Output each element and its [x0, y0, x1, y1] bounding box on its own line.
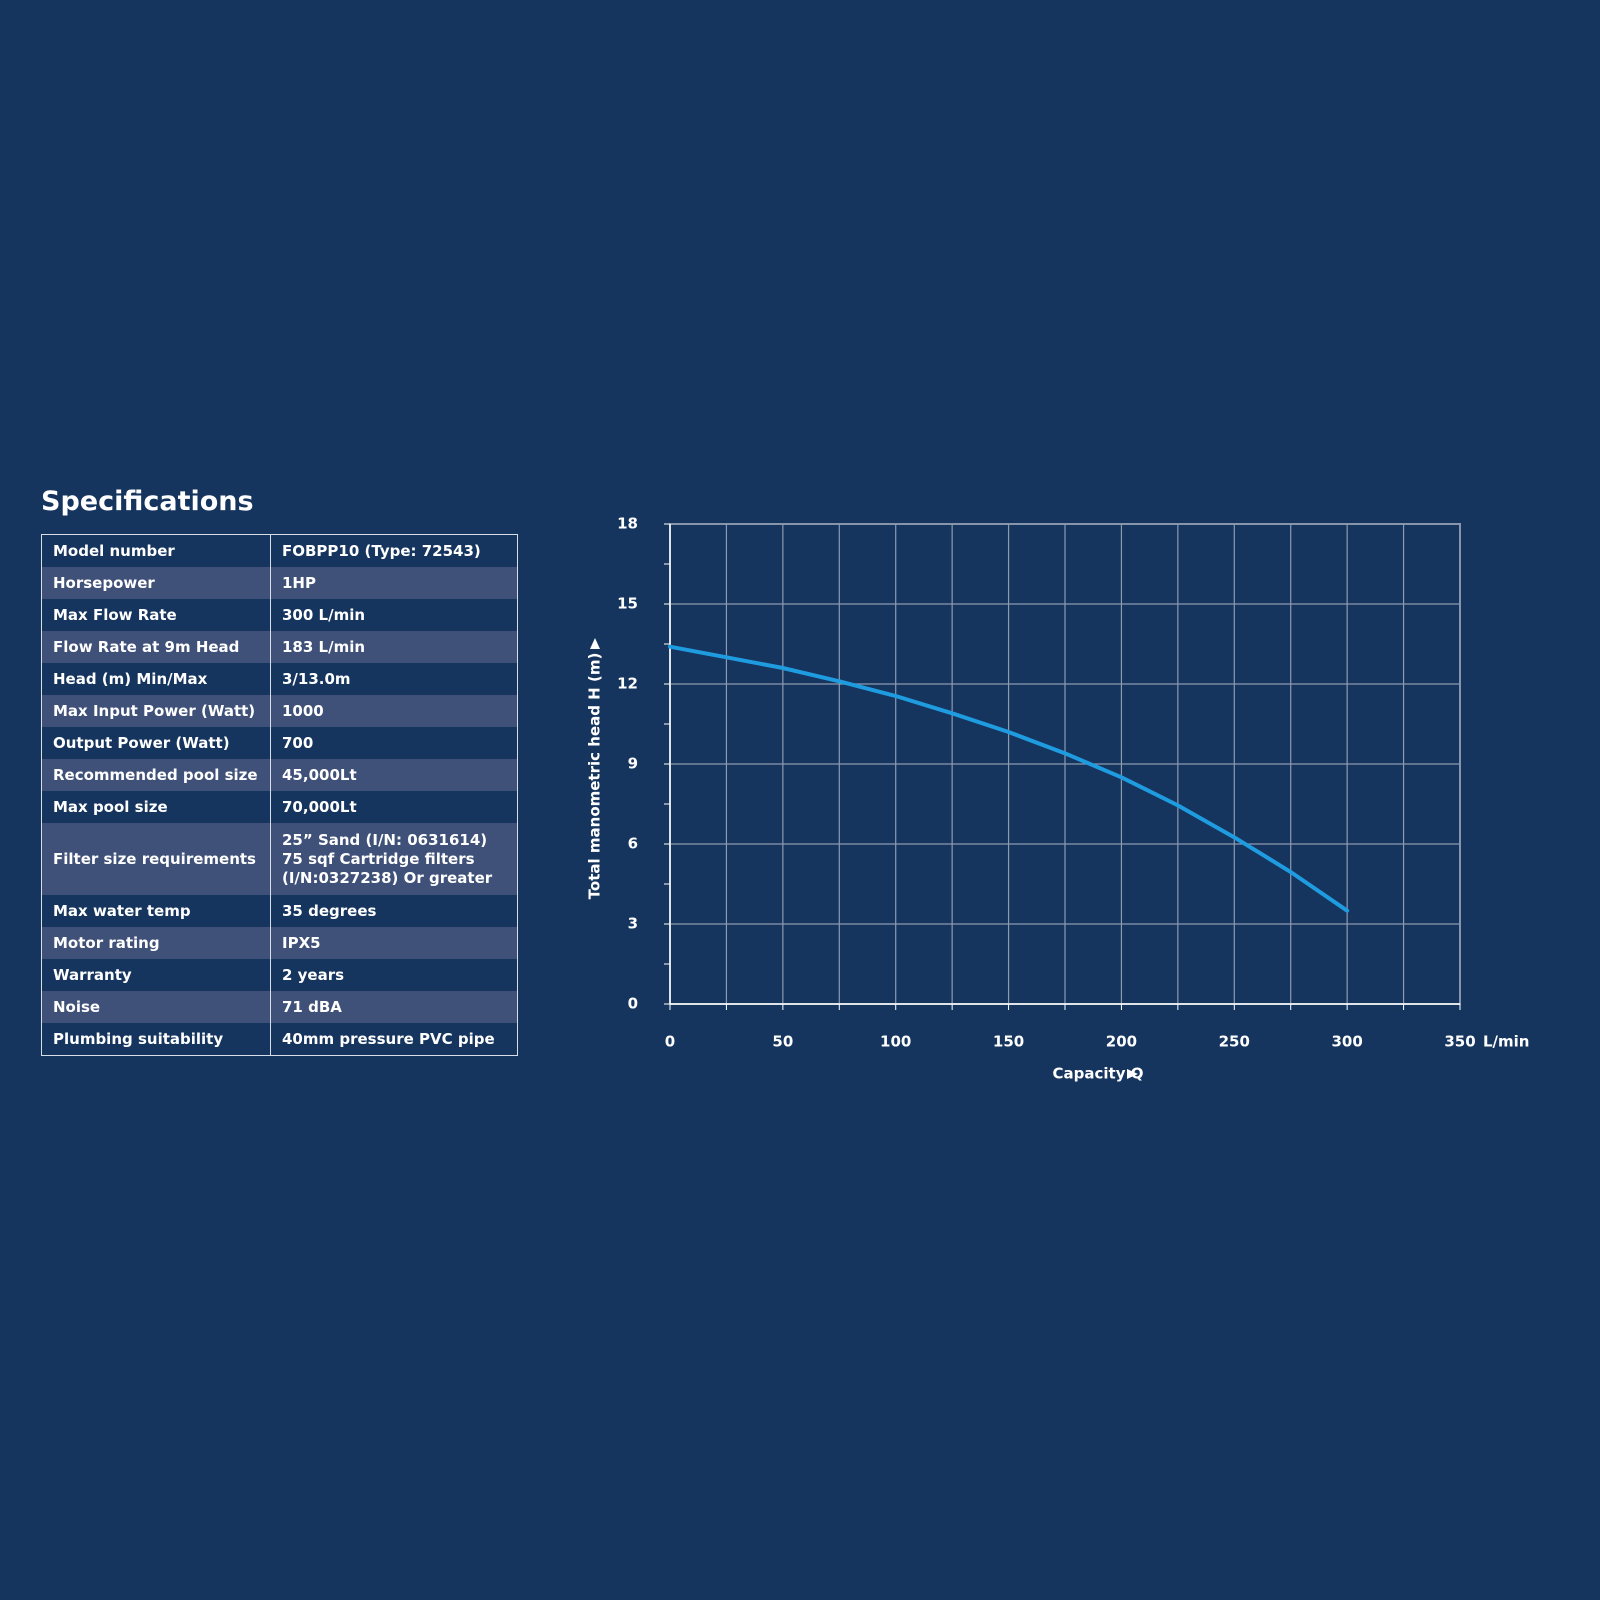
- spec-value: IPX5: [270, 927, 518, 959]
- spec-value: 700: [270, 727, 518, 759]
- spec-value-line: 25” Sand (I/N: 0631614): [282, 830, 488, 849]
- spec-label: Flow Rate at 9m Head: [41, 631, 271, 663]
- spec-row: Head (m) Min/Max 3/13.0m: [41, 663, 518, 695]
- spec-value: 300 L/min: [270, 599, 518, 631]
- x-tick-label: 0: [665, 1033, 675, 1051]
- spec-value: 183 L/min: [270, 631, 518, 663]
- spec-row: Output Power (Watt) 700: [41, 727, 518, 759]
- spec-label: Motor rating: [41, 927, 271, 959]
- x-tick-label: 300: [1331, 1033, 1362, 1051]
- spec-row: Max Input Power (Watt) 1000: [41, 695, 518, 727]
- spec-label: Warranty: [41, 959, 271, 991]
- spec-label: Head (m) Min/Max: [41, 663, 271, 695]
- y-tick-label: 3: [628, 915, 638, 933]
- spec-row: Warranty 2 years: [41, 959, 518, 991]
- y-tick-label: 6: [628, 835, 638, 853]
- spec-label: Filter size requirements: [41, 823, 271, 895]
- y-tick-label: 15: [617, 595, 638, 613]
- x-unit: L/min: [1483, 1033, 1530, 1051]
- spec-value: 3/13.0m: [270, 663, 518, 695]
- x-tick-label: 200: [1106, 1033, 1137, 1051]
- spec-label: Output Power (Watt): [41, 727, 271, 759]
- spec-row: Flow Rate at 9m Head 183 L/min: [41, 631, 518, 663]
- y-tick-label: 0: [628, 995, 638, 1013]
- spec-value: 35 degrees: [270, 895, 518, 927]
- x-axis-label: Capacity Q: [1053, 1065, 1144, 1083]
- y-tick-label: 18: [617, 515, 638, 533]
- x-tick-label: 50: [772, 1033, 793, 1051]
- spec-label: Max pool size: [41, 791, 271, 823]
- spec-label: Plumbing suitability: [41, 1023, 271, 1056]
- spec-value: 1HP: [270, 567, 518, 599]
- x-tick-label: 350: [1444, 1033, 1475, 1051]
- spec-label: Max Flow Rate: [41, 599, 271, 631]
- y-tick-label: 9: [628, 755, 638, 773]
- spec-value: 70,000Lt: [270, 791, 518, 823]
- spec-label: Recommended pool size: [41, 759, 271, 791]
- spec-value: 1000: [270, 695, 518, 727]
- spec-label: Max water temp: [41, 895, 271, 927]
- spec-label: Model number: [41, 534, 271, 567]
- spec-table: Model number FOBPP10 (Type: 72543) Horsepo…: [41, 534, 518, 1056]
- spec-value-line: (I/N:0327238) Or greater: [282, 868, 493, 887]
- spec-value: 2 years: [270, 959, 518, 991]
- spec-row: Motor rating IPX5: [41, 927, 518, 959]
- spec-row: Plumbing suitability 40mm pressure PVC pi…: [41, 1023, 518, 1056]
- y-arrow: [590, 638, 600, 649]
- section-title: Specifications: [41, 486, 254, 517]
- y-tick-label: 12: [617, 675, 638, 693]
- spec-label: Max Input Power (Watt): [41, 695, 271, 727]
- spec-row: Filter size requirements 25” Sand (I/N: 0…: [41, 823, 518, 895]
- x-tick-label: 150: [993, 1033, 1024, 1051]
- y-axis-label: Total manometric head H (m): [586, 653, 604, 900]
- spec-row: Recommended pool size 45,000Lt: [41, 759, 518, 791]
- spec-row: Horsepower 1HP: [41, 567, 518, 599]
- spec-value: 40mm pressure PVC pipe: [270, 1023, 518, 1056]
- spec-value-line: 75 sqf Cartridge filters: [282, 849, 475, 868]
- spec-row: Noise 71 dBA: [41, 991, 518, 1023]
- spec-value: 45,000Lt: [270, 759, 518, 791]
- spec-row: Max pool size 70,000Lt: [41, 791, 518, 823]
- x-tick-label: 100: [880, 1033, 911, 1051]
- x-tick-label: 250: [1219, 1033, 1250, 1051]
- spec-row: Model number FOBPP10 (Type: 72543): [41, 534, 518, 567]
- spec-value: 25” Sand (I/N: 0631614) 75 sqf Cartridge …: [270, 823, 518, 895]
- performance-curve: [668, 644, 1350, 913]
- x-arrow: [1127, 1069, 1138, 1079]
- spec-row: Max Flow Rate 300 L/min: [41, 599, 518, 631]
- spec-value: FOBPP10 (Type: 72543): [270, 534, 518, 567]
- spec-label: Horsepower: [41, 567, 271, 599]
- spec-label: Noise: [41, 991, 271, 1023]
- spec-row: Max water temp 35 degrees: [41, 895, 518, 927]
- spec-value: 71 dBA: [270, 991, 518, 1023]
